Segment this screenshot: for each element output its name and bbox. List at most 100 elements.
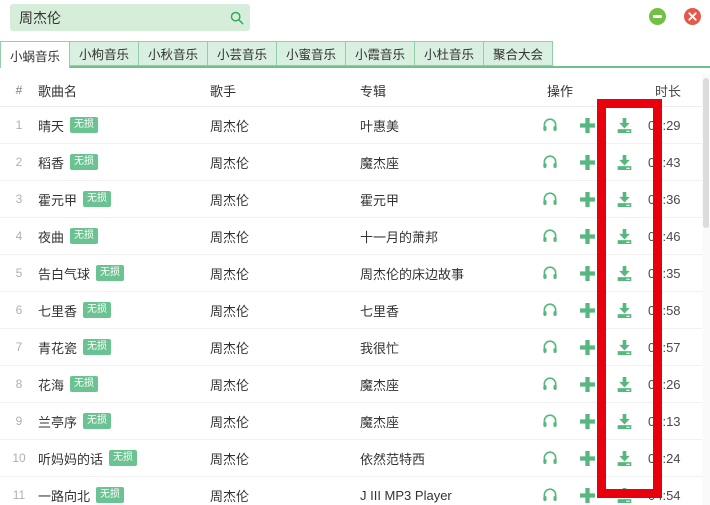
song-name: 听妈妈的话 xyxy=(38,451,104,467)
artist-cell: 周杰伦 xyxy=(210,451,250,467)
song-name: 稻香 xyxy=(38,155,65,171)
download-icon[interactable] xyxy=(614,152,634,172)
listen-headphones-icon[interactable] xyxy=(540,263,560,283)
search-box[interactable] xyxy=(10,4,250,31)
download-icon[interactable] xyxy=(614,411,634,431)
add-plus-icon[interactable] xyxy=(577,374,597,394)
row-actions xyxy=(532,300,648,320)
tab-2[interactable]: 小枸音乐 xyxy=(69,41,139,66)
download-icon[interactable] xyxy=(614,189,634,209)
search-icon[interactable] xyxy=(224,10,250,26)
album-cell: 周杰伦的床边故事 xyxy=(360,266,465,282)
song-name: 七里香 xyxy=(38,303,78,319)
table-row: 7 青花瓷 无损 周杰伦 我很忙 xyxy=(0,329,710,366)
download-icon[interactable] xyxy=(614,448,634,468)
listen-headphones-icon[interactable] xyxy=(540,374,560,394)
song-name: 告白气球 xyxy=(38,266,91,282)
duration-cell: 04:54 xyxy=(648,487,681,503)
tab-6[interactable]: 小霞音乐 xyxy=(345,41,415,66)
duration-cell: 04:29 xyxy=(648,117,681,133)
listen-headphones-icon[interactable] xyxy=(540,115,560,135)
download-icon[interactable] xyxy=(614,263,634,283)
header-album: 专辑 xyxy=(360,83,387,99)
close-icon xyxy=(688,12,697,21)
song-cell: 一路向北 无损 xyxy=(38,486,210,505)
add-plus-icon[interactable] xyxy=(577,189,597,209)
tab-7[interactable]: 小杜音乐 xyxy=(414,41,484,66)
duration-cell: 04:26 xyxy=(648,376,681,392)
artist-cell: 周杰伦 xyxy=(210,414,250,430)
download-icon[interactable] xyxy=(614,226,634,246)
add-plus-icon[interactable] xyxy=(577,411,597,431)
download-icon[interactable] xyxy=(614,485,634,505)
row-actions xyxy=(532,263,648,283)
add-plus-icon[interactable] xyxy=(577,152,597,172)
album-cell: 七里香 xyxy=(360,303,400,319)
album-cell: 霍元甲 xyxy=(360,192,400,208)
minimize-button[interactable] xyxy=(649,8,666,25)
listen-headphones-icon[interactable] xyxy=(540,485,560,505)
close-button[interactable] xyxy=(684,8,701,25)
scrollbar-thumb[interactable] xyxy=(703,78,709,228)
song-cell: 七里香 无损 xyxy=(38,301,210,320)
tab-3[interactable]: 小秋音乐 xyxy=(138,41,208,66)
listen-headphones-icon[interactable] xyxy=(540,411,560,431)
song-cell: 听妈妈的话 无损 xyxy=(38,449,210,468)
row-index: 2 xyxy=(15,155,23,169)
lossless-badge: 无损 xyxy=(70,117,99,133)
download-icon[interactable] xyxy=(614,300,634,320)
song-cell: 青花瓷 无损 xyxy=(38,338,210,357)
duration-cell: 04:36 xyxy=(648,191,681,207)
tab-4[interactable]: 小芸音乐 xyxy=(207,41,277,66)
listen-headphones-icon[interactable] xyxy=(540,189,560,209)
listen-headphones-icon[interactable] xyxy=(540,226,560,246)
lossless-badge: 无损 xyxy=(70,376,99,392)
table-row: 10 听妈妈的话 无损 周杰伦 依然范特西 xyxy=(0,440,710,477)
search-input[interactable] xyxy=(10,4,224,31)
album-cell: 魔杰座 xyxy=(360,414,400,430)
tab-underline xyxy=(0,66,710,68)
lossless-badge: 无损 xyxy=(96,487,125,503)
add-plus-icon[interactable] xyxy=(577,448,597,468)
table-row: 3 霍元甲 无损 周杰伦 霍元甲 xyxy=(0,181,710,218)
download-icon[interactable] xyxy=(614,374,634,394)
row-actions xyxy=(532,189,648,209)
album-cell: 魔杰座 xyxy=(360,377,400,393)
listen-headphones-icon[interactable] xyxy=(540,152,560,172)
listen-headphones-icon[interactable] xyxy=(540,448,560,468)
tab-8[interactable]: 聚合大会 xyxy=(483,41,553,66)
add-plus-icon[interactable] xyxy=(577,300,597,320)
header-duration: 时长 xyxy=(655,83,682,99)
song-cell: 花海 无损 xyxy=(38,375,210,394)
download-icon[interactable] xyxy=(614,337,634,357)
add-plus-icon[interactable] xyxy=(577,337,597,357)
song-cell: 兰亭序 无损 xyxy=(38,412,210,431)
tab-5[interactable]: 小蜜音乐 xyxy=(276,41,346,66)
scrollbar[interactable] xyxy=(702,74,710,505)
listen-headphones-icon[interactable] xyxy=(540,337,560,357)
lossless-badge: 无损 xyxy=(96,265,125,281)
add-plus-icon[interactable] xyxy=(577,263,597,283)
download-icon[interactable] xyxy=(614,115,634,135)
song-name: 霍元甲 xyxy=(38,192,78,208)
row-index: 6 xyxy=(15,303,23,317)
add-plus-icon[interactable] xyxy=(577,485,597,505)
tab-label: 小霞音乐 xyxy=(354,48,405,62)
row-actions xyxy=(532,448,648,468)
lossless-badge: 无损 xyxy=(70,228,99,244)
row-actions xyxy=(532,115,648,135)
add-plus-icon[interactable] xyxy=(577,115,597,135)
lossless-badge: 无损 xyxy=(83,339,112,355)
song-name: 青花瓷 xyxy=(38,340,78,356)
row-index: 4 xyxy=(15,229,23,243)
lossless-badge: 无损 xyxy=(83,302,112,318)
artist-cell: 周杰伦 xyxy=(210,266,250,282)
listen-headphones-icon[interactable] xyxy=(540,300,560,320)
song-name: 夜曲 xyxy=(38,229,65,245)
row-actions xyxy=(532,226,648,246)
song-cell: 夜曲 无损 xyxy=(38,227,210,246)
row-index: 1 xyxy=(15,118,23,132)
tab-1[interactable]: 小蜗音乐 xyxy=(0,41,70,68)
table-row: 2 稻香 无损 周杰伦 魔杰座 xyxy=(0,144,710,181)
add-plus-icon[interactable] xyxy=(577,226,597,246)
